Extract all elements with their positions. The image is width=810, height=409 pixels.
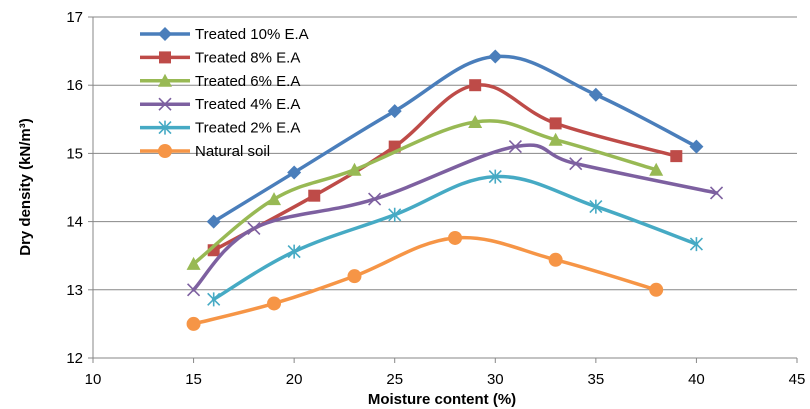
- data-point: [247, 221, 261, 235]
- series-line: [211, 83, 679, 252]
- data-point: [649, 162, 664, 176]
- data-point: [347, 162, 362, 176]
- data-point: [709, 186, 724, 200]
- data-point: [187, 283, 201, 297]
- series-treated-4-e-a: [187, 140, 724, 297]
- series-treated-10-e-a: [206, 49, 704, 229]
- series-line: [211, 174, 699, 302]
- x-tick-label: 35: [588, 371, 605, 388]
- legend-label: Treated 8% E.A: [195, 49, 300, 66]
- series-treated-6-e-a: [186, 115, 664, 270]
- x-axis-title: Moisture content (%): [368, 391, 516, 408]
- x-axis: 10 15 20 25 30 35 40 45: [85, 357, 806, 388]
- y-tick-label: 14: [66, 214, 83, 231]
- x-tick-label: 40: [688, 371, 705, 388]
- legend-item: Treated 10% E.A: [140, 26, 309, 43]
- data-point: [186, 316, 201, 331]
- legend-marker: [158, 27, 172, 41]
- legend-marker: [158, 120, 172, 135]
- data-point: [448, 230, 463, 245]
- data-point: [549, 117, 562, 130]
- y-tick-label: 12: [66, 350, 83, 367]
- data-point: [368, 192, 382, 206]
- legend-item: Treated 2% E.A: [140, 120, 300, 137]
- data-point: [588, 87, 603, 102]
- data-point: [670, 150, 683, 163]
- x-tick-label: 45: [789, 371, 806, 388]
- legend-item: Treated 6% E.A: [140, 73, 300, 90]
- legend-label: Treated 6% E.A: [195, 73, 300, 90]
- legend-item: Treated 4% E.A: [140, 96, 300, 113]
- data-point: [267, 192, 282, 206]
- legend-marker: [158, 97, 172, 111]
- legend-marker: [159, 51, 171, 64]
- data-point: [308, 189, 321, 202]
- legend-label: Treated 4% E.A: [195, 96, 300, 113]
- x-tick-label: 15: [185, 371, 202, 388]
- data-point: [508, 140, 522, 154]
- legend-item: Treated 8% E.A: [140, 49, 300, 66]
- data-point: [388, 207, 402, 222]
- series-group: [186, 49, 724, 331]
- x-tick-label: 10: [85, 371, 102, 388]
- data-point: [689, 237, 703, 252]
- data-point: [207, 292, 221, 307]
- y-tick-label: 15: [66, 145, 83, 162]
- legend-marker: [158, 73, 172, 87]
- data-point: [649, 282, 664, 297]
- data-point: [387, 104, 402, 119]
- x-tick-label: 30: [487, 371, 504, 388]
- y-axis: 12 13 14 15 16 17: [66, 9, 94, 367]
- legend-label: Treated 2% E.A: [195, 120, 300, 137]
- data-point: [186, 256, 201, 270]
- data-point: [468, 115, 483, 129]
- data-point: [589, 199, 603, 214]
- data-point: [548, 252, 563, 267]
- y-tick-label: 17: [66, 9, 83, 26]
- legend-item: Natural soil: [140, 143, 270, 160]
- data-point: [287, 244, 301, 259]
- x-tick-label: 25: [386, 371, 403, 388]
- data-point: [689, 139, 704, 154]
- data-point: [287, 165, 302, 180]
- data-point: [488, 169, 502, 184]
- legend-label: Treated 10% E.A: [195, 26, 309, 43]
- data-point: [569, 157, 583, 171]
- legend-marker: [158, 144, 172, 158]
- y-tick-label: 13: [66, 282, 83, 299]
- y-tick-label: 16: [66, 77, 83, 94]
- legend: Treated 10% E.A Treated 8% E.A Treated 6% …: [140, 26, 309, 160]
- series-line: [191, 119, 658, 266]
- data-point: [548, 132, 563, 146]
- data-point: [347, 269, 362, 284]
- series-treated-2-e-a: [207, 169, 703, 307]
- y-axis-title: Dry density (kN/m³): [17, 118, 34, 256]
- series-natural-soil: [186, 230, 664, 331]
- legend-label: Natural soil: [195, 143, 270, 160]
- data-point: [469, 79, 482, 92]
- x-tick-label: 20: [286, 371, 303, 388]
- data-point: [488, 49, 503, 64]
- series-line: [191, 235, 658, 326]
- data-point: [267, 296, 282, 311]
- data-point: [206, 214, 221, 229]
